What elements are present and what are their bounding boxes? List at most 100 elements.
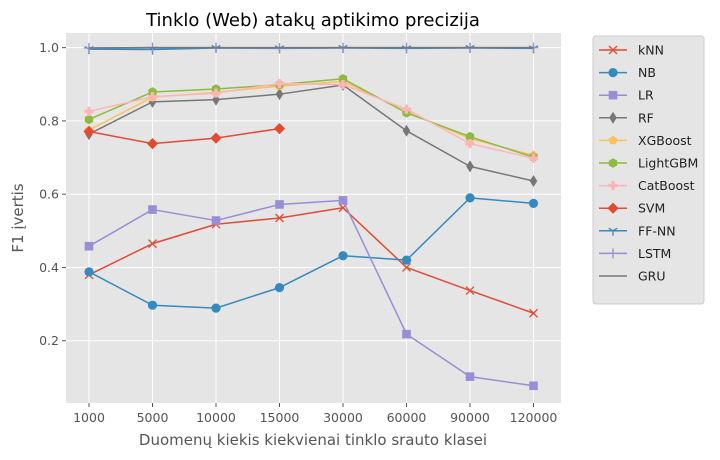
series-line (88, 82, 534, 160)
legend-item: LSTM (599, 246, 671, 261)
data-point (274, 78, 285, 89)
legend-marker (608, 248, 618, 259)
legend-marker (608, 227, 618, 236)
x-tick-label: 10000 (196, 410, 236, 425)
data-point (83, 125, 95, 138)
legend-marker (608, 90, 618, 100)
legend: kNN NB LR RF XGBoost LightGBM CatBoost SVM FF-NN… (592, 35, 705, 305)
chart-title: Tinklo (Web) atakų aptikimo precizija (145, 10, 480, 31)
series-line (88, 206, 534, 314)
legend-box (592, 35, 705, 305)
data-point (529, 308, 538, 318)
legend-marker (608, 181, 618, 191)
x-tick-label: 5000 (137, 410, 169, 425)
x-tick-label: 60000 (387, 410, 427, 425)
legend-marker (608, 45, 618, 55)
data-point (466, 160, 474, 173)
data-point (275, 88, 284, 101)
series-nb (84, 193, 539, 313)
legend-label: LightGBM (638, 156, 698, 171)
legend-item: LR (599, 88, 654, 103)
series-line (88, 197, 534, 309)
legend-item: FF-NN (599, 223, 676, 238)
legend-label: FF-NN (638, 223, 676, 238)
data-point (275, 200, 284, 209)
x-tick-label: 15000 (260, 410, 300, 425)
y-tick-label: 0.8 (39, 113, 59, 128)
legend-marker (608, 135, 618, 145)
series-line (88, 84, 534, 182)
data-point (211, 303, 221, 313)
legend-label: kNN (638, 43, 664, 58)
data-point (147, 92, 158, 102)
data-point (402, 124, 411, 137)
data-point (529, 175, 538, 187)
legend-item: GRU (599, 269, 666, 284)
data-point (274, 283, 285, 293)
series-catboost (84, 78, 539, 163)
x-axis-label: Duomenų kiekis kiekvienai tinklo srauto … (139, 431, 487, 449)
data-point (210, 132, 222, 144)
legend-item: RF (599, 110, 654, 125)
legend-marker (608, 68, 618, 78)
series-line (88, 127, 280, 145)
data-point (84, 114, 94, 125)
data-point (84, 241, 94, 251)
plot-area (66, 33, 561, 403)
legend-label: XGBoost (638, 133, 692, 148)
data-point (338, 196, 348, 205)
legend-marker (607, 202, 619, 214)
data-point (148, 239, 157, 249)
data-point (465, 372, 475, 381)
data-point (465, 286, 475, 295)
data-point (148, 205, 157, 214)
data-point (148, 87, 157, 97)
data-point (211, 216, 221, 225)
data-point (338, 73, 348, 84)
data-point (338, 80, 348, 90)
data-point (338, 251, 348, 261)
data-point (147, 300, 158, 310)
data-point (529, 381, 538, 391)
legend-label: LR (638, 88, 654, 103)
x-tick-label: 30000 (323, 410, 363, 425)
series-line (88, 78, 534, 158)
series-line (88, 199, 534, 387)
data-point (402, 262, 411, 272)
x-axis: 1000 5000 10000 15000 30000 60000 90000 120000 (73, 403, 557, 425)
x-tick-label: 120000 (510, 410, 558, 425)
legend-item: LightGBM (599, 156, 698, 171)
data-point (401, 104, 412, 114)
x-tick-label: 1000 (73, 410, 105, 425)
legend-item: NB (599, 65, 656, 80)
data-point (212, 93, 220, 106)
y-axis: 0.2 0.4 0.6 0.8 1.0 (39, 40, 66, 348)
legend-marker (609, 111, 617, 124)
data-point (465, 131, 475, 142)
series-lr (84, 196, 538, 391)
y-tick-label: 1.0 (39, 40, 59, 55)
data-point (465, 193, 475, 203)
data-point (211, 88, 221, 98)
y-tick-label: 0.6 (39, 187, 59, 202)
data-point (465, 139, 475, 149)
legend-label: RF (638, 110, 654, 125)
data-point (402, 329, 411, 339)
x-tick-label: 90000 (450, 410, 490, 425)
data-point (84, 267, 94, 277)
data-point (528, 153, 539, 163)
legend-item: kNN (599, 43, 664, 58)
y-axis-label: F1 įvertis (9, 183, 27, 252)
series-svm (83, 123, 286, 150)
legend-label: LSTM (638, 246, 671, 261)
data-point (401, 255, 412, 265)
data-point (84, 106, 94, 116)
legend-item: CatBoost (599, 178, 695, 193)
y-tick-label: 0.2 (39, 333, 59, 348)
data-point (273, 123, 286, 135)
data-point (146, 138, 159, 150)
legend-label: SVM (638, 201, 665, 216)
legend-marker (608, 158, 618, 168)
legend-label: NB (638, 65, 656, 80)
